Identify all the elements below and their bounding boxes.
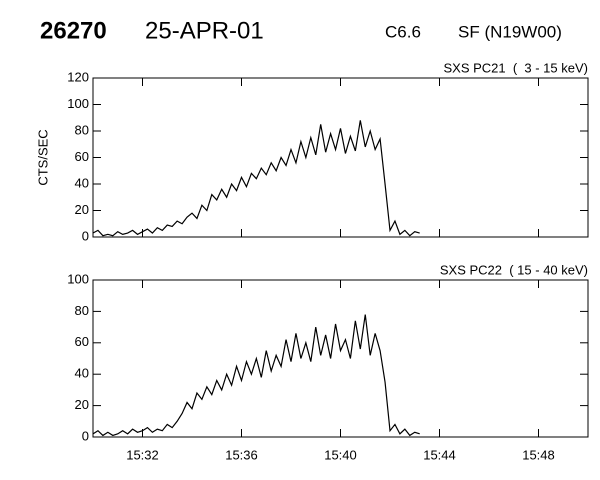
event-date: 25-APR-01 [145,17,264,44]
y-tick-label: 100 [67,96,89,111]
y-tick-label: 40 [75,366,89,381]
y-axis-label: CTS/SEC [35,129,50,185]
x-tick-label: 15:32 [126,447,159,462]
y-tick-label: 100 [67,271,89,286]
y-tick-label: 0 [82,228,89,243]
y-tick-label: 40 [75,175,89,190]
y-tick-label: 80 [75,303,89,318]
x-tick-label: 15:48 [522,447,555,462]
x-tick-label: 15:36 [225,447,258,462]
x-tick-label: 15:40 [324,447,357,462]
data-line [92,120,420,237]
panel-label: SXS PC21 ( 3 - 15 keV) [443,60,588,75]
y-tick-label: 60 [75,149,89,164]
y-tick-label: 120 [67,69,89,84]
event-id: 26270 [40,17,107,44]
flare-class: C6.6 [385,22,421,41]
plot-frame [92,77,589,238]
y-tick-label: 20 [75,397,89,412]
plot-frame [92,279,589,438]
x-tick-label: 15:44 [423,447,456,462]
panel-label: SXS PC22 ( 15 - 40 keV) [440,262,588,277]
y-tick-label: 0 [82,428,89,443]
data-line [92,314,420,437]
y-tick-label: 80 [75,122,89,137]
y-tick-label: 60 [75,334,89,349]
y-tick-label: 20 [75,202,89,217]
flare-location: SF (N19W00) [458,22,562,41]
